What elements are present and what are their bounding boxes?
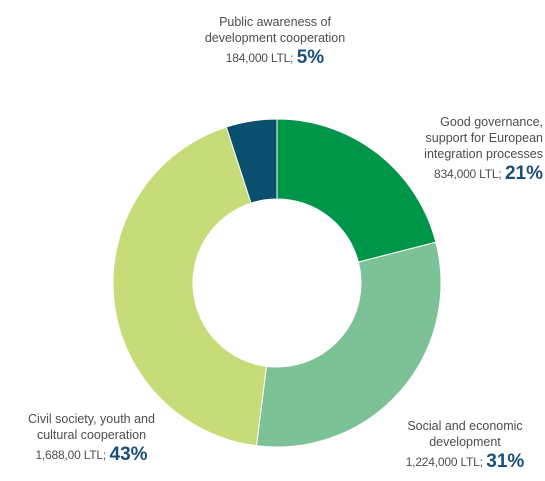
donut-slice-3: [225, 118, 278, 204]
label-social-economic: Social and economic development 1,224,00…: [390, 418, 540, 472]
slice-percent: 5%: [296, 47, 325, 68]
slice-value-line: 1,224,000 LTL; 31%: [390, 451, 540, 472]
slice-percent: 43%: [109, 444, 148, 465]
slice-name: Social and economic development: [407, 419, 523, 449]
slice-percent: 31%: [486, 451, 525, 472]
slice-amount: 1,224,000 LTL;: [405, 455, 483, 469]
label-good-governance: Good governance, support for European in…: [343, 114, 543, 184]
donut-slice-1: [255, 241, 442, 448]
slice-value-line: 184,000 LTL; 5%: [150, 47, 400, 68]
slice-percent: 21%: [504, 163, 543, 184]
donut-slice-2: [112, 126, 268, 447]
slice-amount: 184,000 LTL;: [225, 51, 294, 65]
slice-value-line: 1,688,00 LTL; 43%: [4, 444, 179, 465]
slice-name: Public awareness of development cooperat…: [204, 15, 346, 45]
label-civil-society: Civil society, youth and cultural cooper…: [4, 411, 179, 465]
slice-name: Good governance, support for European in…: [424, 115, 543, 161]
donut-slice-0: [276, 118, 437, 263]
label-public-awareness: Public awareness of development cooperat…: [150, 14, 400, 68]
slice-name: Civil society, youth and cultural cooper…: [28, 412, 155, 442]
slice-amount: 834,000 LTL;: [434, 167, 502, 181]
slice-amount: 1,688,00 LTL;: [35, 448, 107, 462]
slice-value-line: 834,000 LTL; 21%: [343, 163, 543, 184]
